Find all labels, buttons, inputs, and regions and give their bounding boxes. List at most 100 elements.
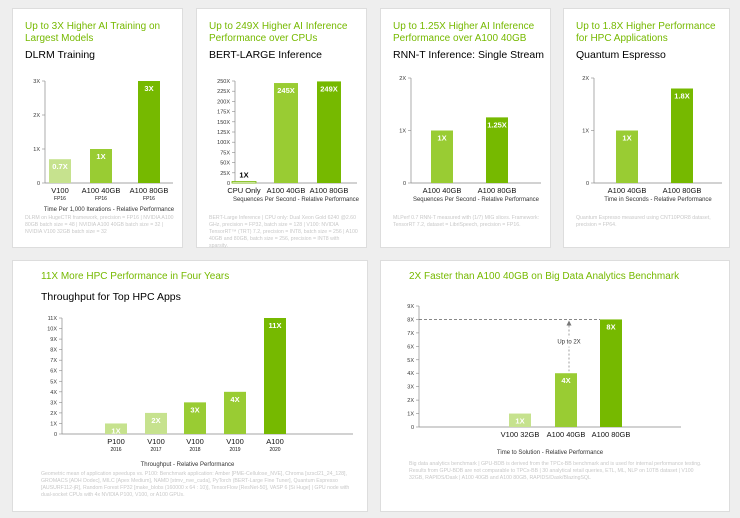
y-tick-label: 0 — [54, 432, 57, 438]
category-label: A100 40GB — [82, 186, 121, 195]
y-tick-label: 5X — [407, 358, 414, 364]
y-tick-label: 1X — [399, 129, 406, 135]
category-label: V100 — [186, 437, 204, 446]
category-sublabel: 2016 — [110, 447, 121, 453]
data-label: 1X — [111, 426, 120, 435]
category-label: V100 — [226, 437, 244, 446]
x-axis-label: Time Per 1,000 Iterations - Relative Per… — [44, 207, 175, 213]
x-axis-label: Throughput - Relative Performance — [141, 462, 235, 468]
y-tick-label: 2X — [582, 76, 589, 82]
arrow-head — [566, 320, 572, 326]
y-tick-label: 0 — [586, 181, 589, 187]
y-tick-label: 0 — [37, 181, 40, 187]
y-tick-label: 1X — [407, 412, 414, 418]
panel-title: 2X Faster than A100 40GB on Big Data Ana… — [409, 271, 680, 282]
panel-title: Up to 3X Higher AI Training on Largest M… — [25, 21, 161, 44]
panel-title: Up to 1.8X Higher Performance for HPC Ap… — [576, 21, 716, 44]
data-label: 1X — [437, 134, 446, 143]
bar-1 — [90, 149, 112, 183]
panel-rnnt-inference: Up to 1.25X Higher AI Inference Performa… — [380, 8, 551, 248]
data-label: 1.25X — [487, 120, 507, 129]
y-tick-label: 3X — [50, 400, 57, 406]
category-label: A100 80GB — [130, 186, 169, 195]
bar-2 — [138, 81, 160, 183]
y-tick-label: 100X — [217, 140, 230, 146]
bar-0 — [616, 130, 638, 183]
footnote: MLPerf 0.7 RNN-T measured with (1/7) MIG… — [393, 215, 540, 228]
bar-1 — [671, 88, 693, 183]
panel-dlrm-training: Up to 3X Higher AI Training on Largest M… — [12, 8, 183, 248]
data-label: 3X — [144, 84, 153, 93]
footnote: DLRM on HugeCTR framework, precision = F… — [25, 215, 174, 235]
y-tick-label: 25X — [220, 171, 230, 177]
data-label: 0.7X — [52, 162, 67, 171]
y-tick-label: 4X — [407, 371, 414, 377]
category-label: V100 — [147, 437, 165, 446]
y-tick-label: 8X — [50, 348, 57, 354]
x-axis-label: Time in Seconds - Relative Performance — [604, 197, 712, 203]
y-tick-label: 250X — [217, 79, 230, 85]
y-tick-label: 11X — [48, 316, 58, 322]
category-label: A100 40GB — [267, 186, 306, 195]
y-tick-label: 9X — [407, 304, 414, 310]
y-tick-label: 10X — [47, 327, 57, 333]
y-tick-label: 50X — [220, 161, 230, 167]
bar-1 — [555, 373, 577, 427]
data-label: 245X — [277, 86, 295, 95]
data-label: 249X — [320, 84, 338, 93]
data-label: 1X — [239, 171, 248, 180]
bar-1 — [486, 117, 508, 183]
x-axis-label: Sequences Per Second - Relative Performa… — [413, 197, 540, 203]
panel-quantum-espresso: Up to 1.8X Higher Performance for HPC Ap… — [563, 8, 730, 248]
category-sublabel: FP16 — [143, 196, 155, 202]
panel-title: 11X More HPC Performance in Four Years — [41, 271, 230, 282]
y-tick-label: 1X — [33, 147, 40, 153]
y-tick-label: 2X — [33, 113, 40, 119]
panel-bert-inference: Up to 249X Higher AI Inference Performan… — [196, 8, 367, 249]
y-tick-label: 8X — [407, 317, 414, 323]
y-tick-label: 0 — [403, 181, 406, 187]
bar-0 — [49, 159, 71, 183]
chart-subtitle: DLRM Training — [25, 49, 96, 61]
footnote: Quantum Espresso measured using CNT10POR… — [576, 215, 711, 228]
y-tick-label: 2X — [399, 76, 406, 82]
footnote: Big data analytics benchmark | GPU-BDB i… — [409, 461, 702, 481]
annotation-bg — [554, 337, 584, 347]
data-label: 8X — [606, 322, 615, 331]
chart-subtitle: RNN-T Inference: Single Stream — [393, 49, 544, 61]
data-label: 1X — [515, 417, 524, 426]
data-label: 11X — [269, 321, 282, 330]
category-label: P100 — [107, 437, 125, 446]
data-label: 1.8X — [674, 92, 689, 101]
y-tick-label: 5X — [50, 379, 57, 385]
data-label: 4X — [230, 395, 239, 404]
category-label: A100 80GB — [310, 186, 349, 195]
category-label: A100 80GB — [663, 186, 702, 195]
panel-hpc-performance: 11X More HPC Performance in Four Years T… — [12, 260, 368, 512]
chart-quantum: 0 1X 2X 1X A100 40GB 1.8X A100 80GB Time in Sec… — [582, 76, 722, 203]
y-tick-label: 0 — [227, 181, 230, 187]
category-sublabel: 2020 — [269, 447, 280, 453]
bar-3 — [224, 391, 246, 434]
category-label: A100 40GB — [608, 186, 647, 195]
chart-rnnt: 0 1X 2X 1X A100 40GB 1.25X A100 80GB Sequences … — [399, 76, 541, 203]
category-label: A100 80GB — [478, 186, 517, 195]
chart-subtitle: BERT-LARGE Inference — [209, 49, 323, 61]
category-label: A100 80GB — [592, 430, 631, 439]
category-label: A100 40GB — [423, 186, 462, 195]
y-tick-label: 200X — [217, 99, 230, 105]
category-sublabel: 2019 — [229, 447, 240, 453]
data-label: 1X — [622, 134, 631, 143]
y-tick-label: 7X — [407, 331, 414, 337]
y-tick-label: 3X — [33, 79, 40, 85]
y-tick-label: 75X — [220, 150, 230, 156]
y-tick-label: 125X — [217, 130, 230, 136]
bar-0 — [105, 423, 127, 434]
bar-1 — [274, 83, 298, 183]
category-label: A100 — [266, 437, 284, 446]
y-tick-label: 2X — [407, 398, 414, 404]
panel-title: Up to 249X Higher AI Inference Performan… — [209, 21, 348, 44]
x-axis-label: Time to Solution - Relative Performance — [497, 450, 604, 456]
